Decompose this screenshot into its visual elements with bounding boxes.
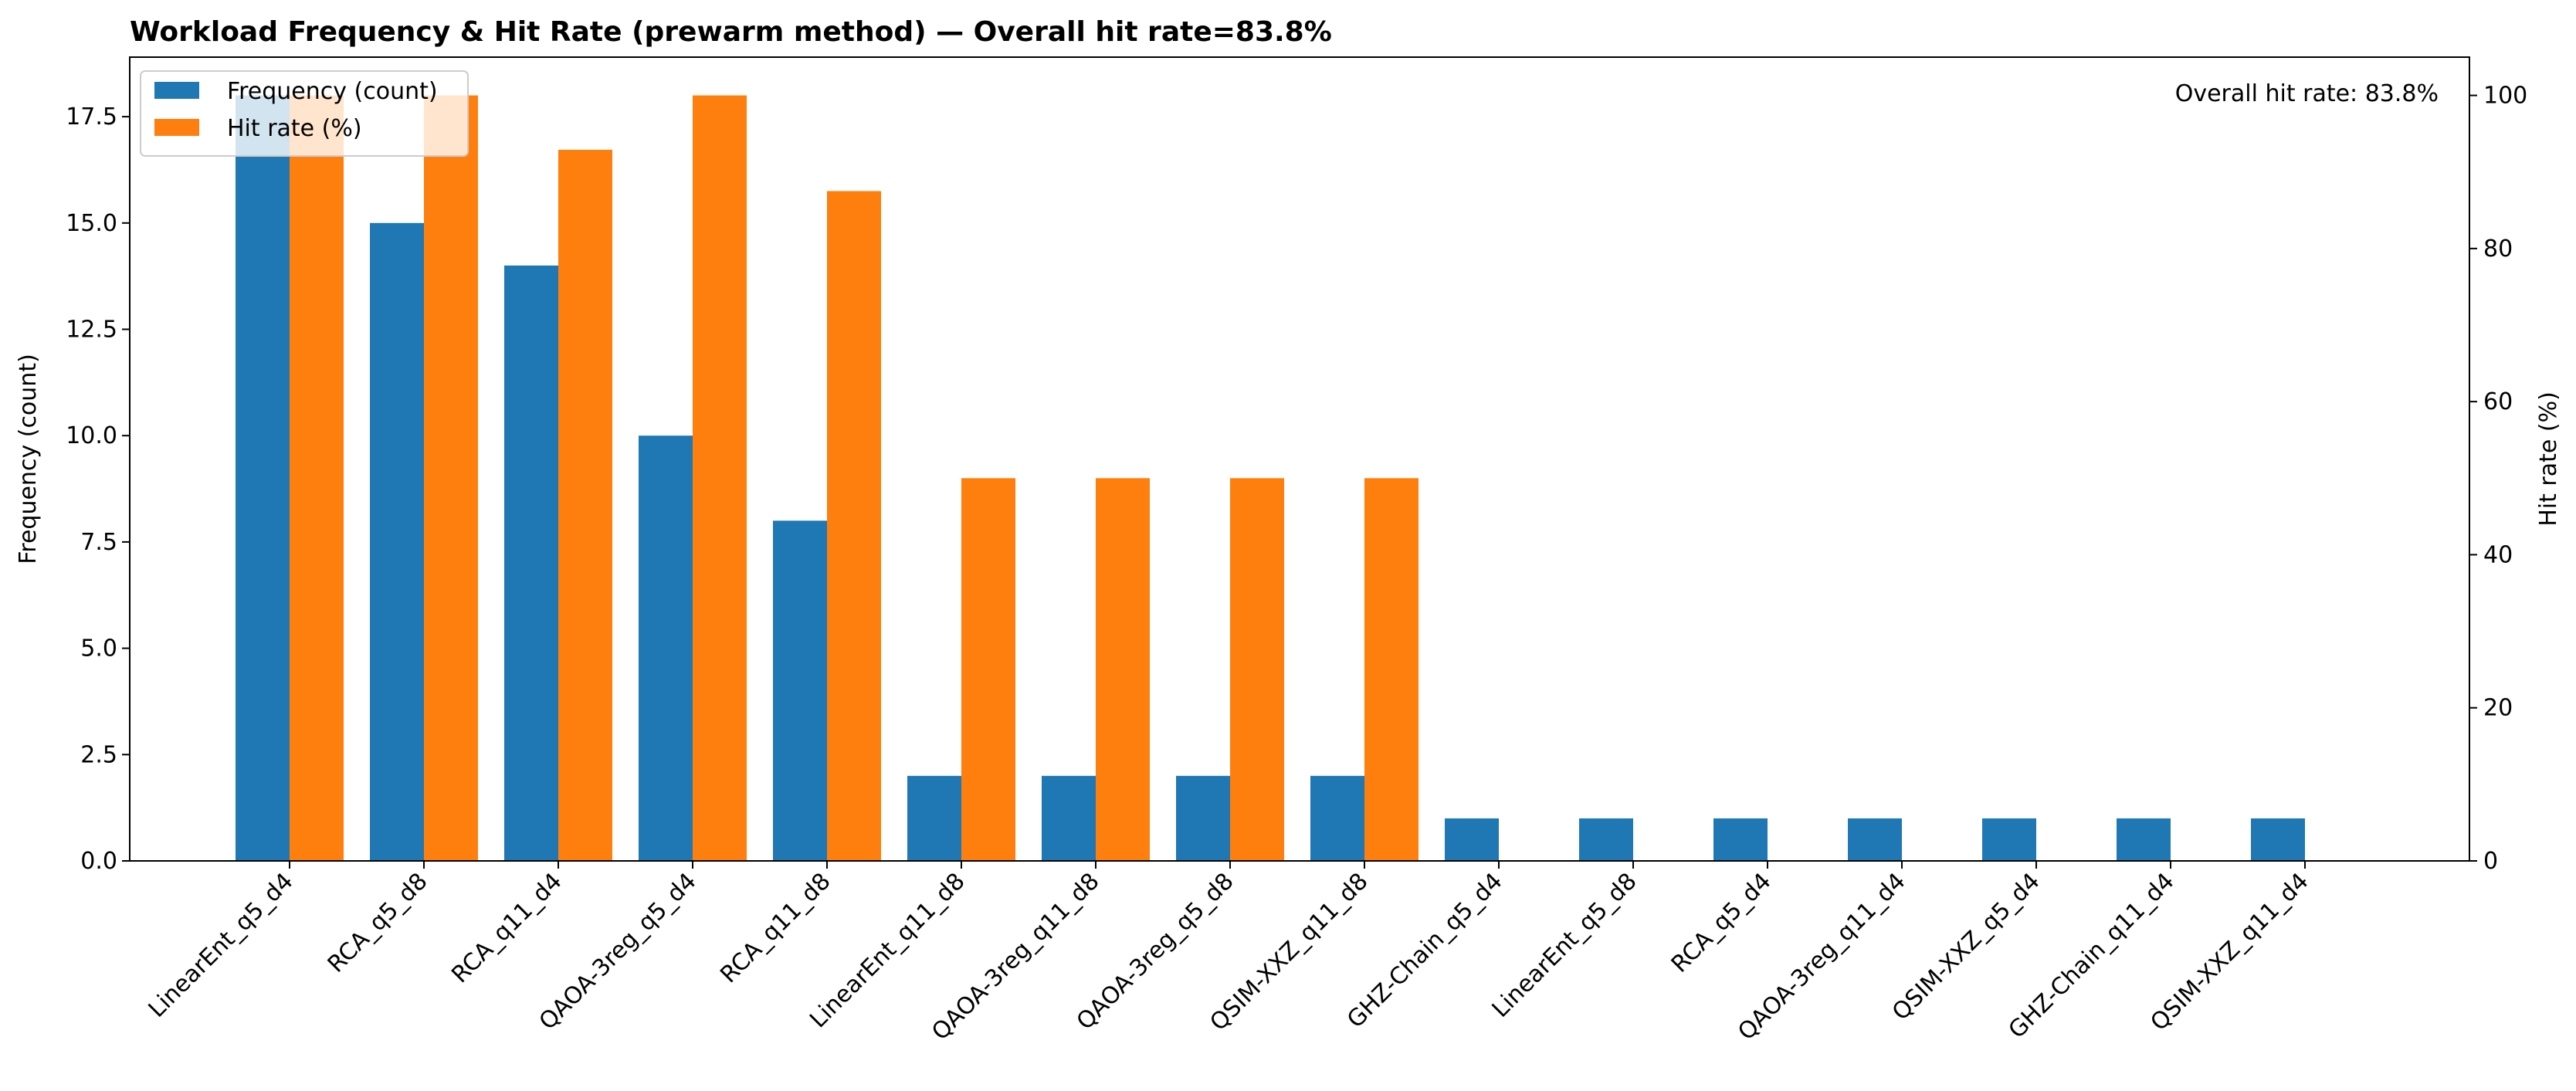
bar-hit-rate xyxy=(961,478,1015,861)
bar-frequency xyxy=(1445,818,1499,861)
bar-frequency xyxy=(2251,818,2305,861)
right-axis: 0 20 40 60 80 100 xyxy=(2469,83,2527,875)
y-tick-label-left: 5.0 xyxy=(80,635,117,662)
bar-hit-rate xyxy=(1230,478,1284,861)
bar-frequency xyxy=(1579,818,1633,861)
y-tick-label-left: 7.5 xyxy=(80,529,117,556)
bars-layer xyxy=(236,95,2305,862)
bar-hit-rate xyxy=(290,95,344,862)
bar-hit-rate xyxy=(424,95,478,862)
bar-frequency xyxy=(1982,818,2036,861)
y-tick-label-left: 0.0 xyxy=(80,848,117,875)
chart-title: Workload Frequency & Hit Rate (prewarm m… xyxy=(130,16,1332,48)
bar-frequency xyxy=(1713,818,1768,861)
bar-hit-rate xyxy=(693,95,747,862)
bar-hit-rate xyxy=(1364,478,1418,861)
legend: Frequency (count) Hit rate (%) xyxy=(140,70,469,157)
y-axis-label-right: Hit rate (%) xyxy=(2535,391,2562,527)
bar-frequency xyxy=(773,520,827,861)
y-tick-label-right: 80 xyxy=(2483,235,2513,263)
y-tick-label-left: 15.0 xyxy=(66,210,117,237)
y-tick-label-left: 12.5 xyxy=(66,317,117,344)
left-axis: 0.0 2.5 5.0 7.5 10.0 12.5 15.0 17.5 xyxy=(66,103,130,875)
bar-frequency xyxy=(1176,775,1230,861)
y-tick-label-right: 20 xyxy=(2483,695,2513,722)
bar-frequency xyxy=(236,95,290,862)
bar-frequency xyxy=(1042,775,1096,861)
y-tick-label-left: 10.0 xyxy=(66,422,117,449)
y-tick-label-right: 40 xyxy=(2483,541,2513,568)
plot-frame xyxy=(129,56,2470,862)
bar-frequency xyxy=(1310,775,1364,861)
bar-hit-rate xyxy=(558,149,612,861)
y-tick-label-left: 2.5 xyxy=(80,741,117,768)
legend-label-frequency: Frequency (count) xyxy=(227,78,438,105)
legend-swatch-hit-rate xyxy=(154,119,199,136)
bar-hit-rate xyxy=(827,191,881,861)
bar-frequency xyxy=(639,435,693,861)
y-tick-label-right: 60 xyxy=(2483,388,2513,415)
bar-hit-rate xyxy=(1096,478,1150,861)
bar-frequency xyxy=(2117,818,2171,861)
legend-box xyxy=(140,70,469,157)
legend-swatch-frequency xyxy=(154,82,199,99)
bar-frequency xyxy=(370,222,424,861)
bar-frequency xyxy=(504,265,558,861)
y-axis-label-left: Frequency (count) xyxy=(15,354,42,564)
bar-frequency xyxy=(1848,818,1902,861)
y-tick-label-right: 100 xyxy=(2483,83,2527,110)
overall-hit-rate-annotation: Overall hit rate: 83.8% xyxy=(2175,80,2439,107)
y-tick-label-right: 0 xyxy=(2483,848,2498,875)
y-tick-label-left: 17.5 xyxy=(66,103,117,130)
legend-label-hit-rate: Hit rate (%) xyxy=(227,115,362,142)
bar-frequency xyxy=(907,775,961,861)
